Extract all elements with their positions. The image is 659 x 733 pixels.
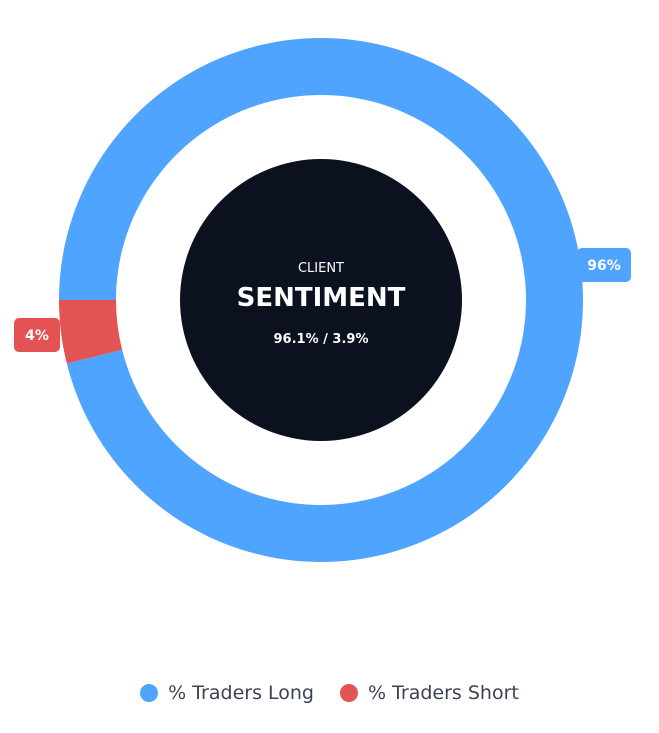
legend: % Traders Long % Traders Short — [0, 682, 659, 704]
legend-swatch-long — [140, 684, 159, 702]
center-disc — [180, 159, 462, 441]
legend-item-long[interactable]: % Traders Long — [140, 682, 314, 704]
center-label-large: SENTIMENT — [237, 283, 406, 313]
legend-swatch-short — [339, 684, 358, 702]
data-label-badge — [14, 318, 60, 352]
center-label-small: CLIENT — [298, 261, 344, 276]
data-label-short: 4% — [14, 318, 60, 352]
data-labels: 96% 4% — [14, 248, 631, 352]
legend-item-short[interactable]: % Traders Short — [339, 682, 519, 704]
data-label-text: 96% — [587, 258, 621, 274]
data-label-long: 96% — [577, 248, 631, 282]
data-label-text: 4% — [25, 328, 49, 344]
slice-traders-short[interactable] — [59, 300, 123, 364]
data-label-badge — [577, 248, 631, 282]
legend-label-short: % Traders Short — [367, 682, 519, 704]
legend-label-long: % Traders Long — [168, 682, 314, 704]
center-ratio: 96.1% / 3.9% — [274, 332, 369, 347]
donut-slices — [59, 38, 584, 562]
